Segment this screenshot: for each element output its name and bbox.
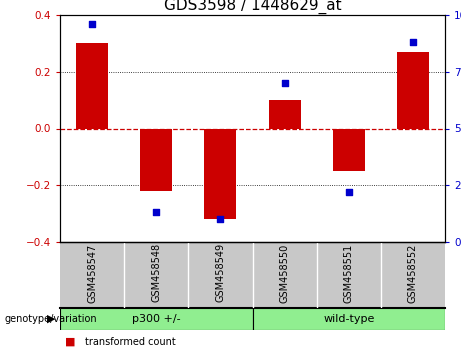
Text: GSM458549: GSM458549 <box>215 243 225 302</box>
Text: GSM458547: GSM458547 <box>87 243 97 303</box>
Bar <box>333 129 365 171</box>
Bar <box>76 44 108 129</box>
Point <box>345 189 353 195</box>
Point <box>153 210 160 215</box>
Text: GSM458550: GSM458550 <box>279 243 290 303</box>
Point <box>281 80 288 86</box>
Bar <box>204 129 236 219</box>
Bar <box>253 308 445 330</box>
Bar <box>60 308 253 330</box>
Text: genotype/variation: genotype/variation <box>5 314 97 324</box>
Text: transformed count: transformed count <box>85 337 176 347</box>
Bar <box>140 129 172 191</box>
Text: ■: ■ <box>65 337 75 347</box>
Bar <box>397 52 429 129</box>
Text: p300 +/-: p300 +/- <box>132 314 181 324</box>
Title: GDS3598 / 1448629_at: GDS3598 / 1448629_at <box>164 0 341 14</box>
Text: GSM458548: GSM458548 <box>151 243 161 302</box>
Point <box>409 39 417 45</box>
Point <box>89 21 96 27</box>
Bar <box>269 100 301 129</box>
Text: wild-type: wild-type <box>323 314 374 324</box>
Text: GSM458551: GSM458551 <box>344 243 354 303</box>
Text: ▶: ▶ <box>47 314 55 324</box>
Point <box>217 216 224 222</box>
Text: GSM458552: GSM458552 <box>408 243 418 303</box>
